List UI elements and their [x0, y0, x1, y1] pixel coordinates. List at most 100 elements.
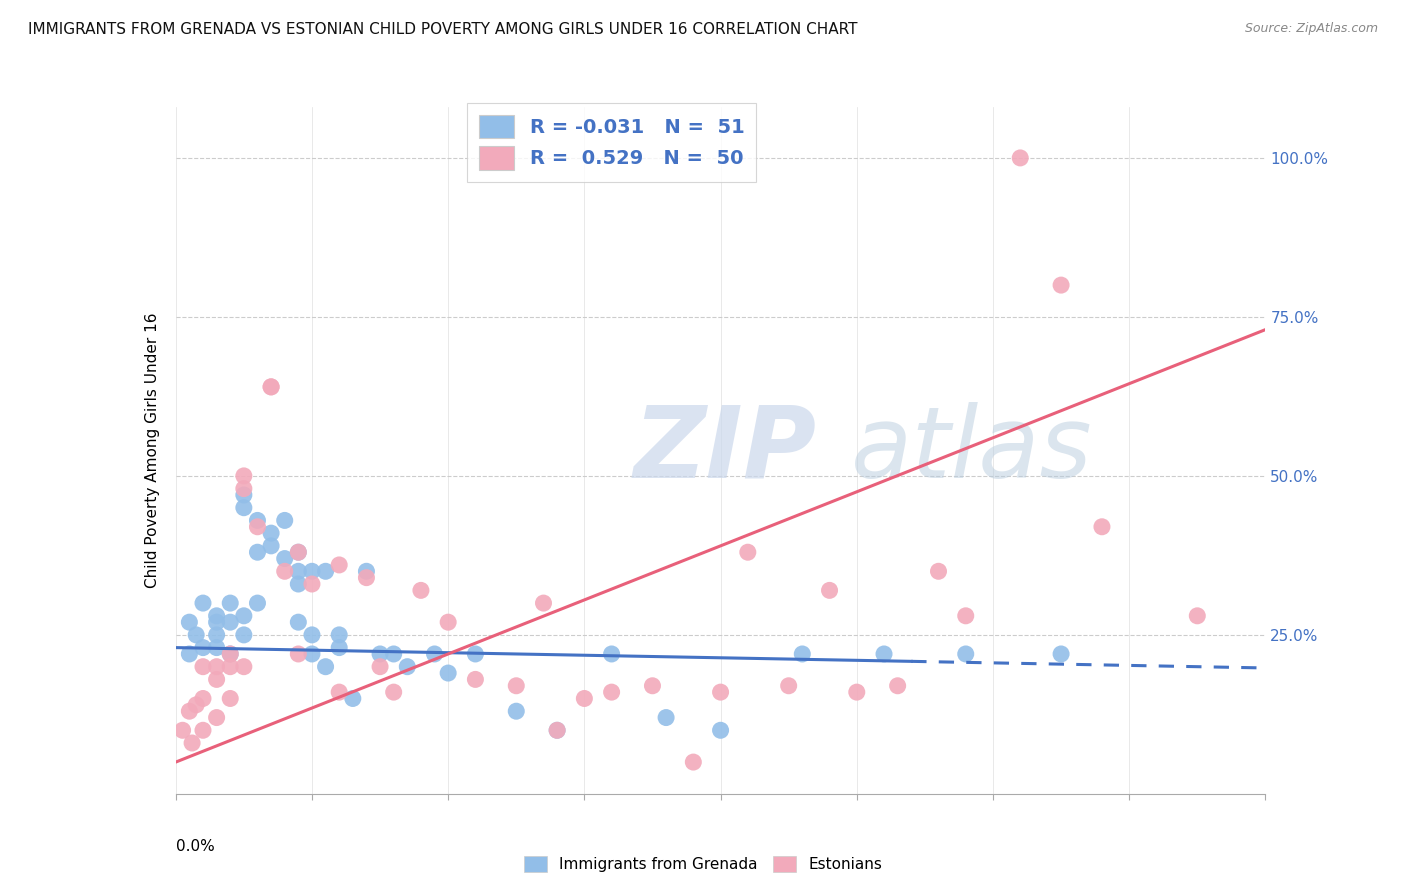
Point	[246, 545, 269, 559]
Point	[191, 691, 214, 706]
Point	[232, 482, 254, 496]
Point	[191, 596, 214, 610]
Point	[287, 615, 309, 630]
Point	[533, 596, 555, 610]
Point	[274, 513, 297, 527]
Point	[955, 608, 977, 623]
Point	[287, 647, 309, 661]
Point	[574, 691, 596, 706]
Point	[955, 647, 977, 661]
Point	[181, 736, 204, 750]
Point	[437, 666, 460, 681]
Point	[382, 685, 405, 699]
Point	[287, 545, 309, 559]
Point	[205, 659, 228, 673]
Point	[546, 723, 568, 738]
Point	[655, 710, 678, 724]
Point	[205, 615, 228, 630]
Point	[328, 628, 350, 642]
Point	[682, 755, 704, 769]
Point	[260, 526, 283, 541]
Point	[246, 596, 269, 610]
Point	[191, 659, 214, 673]
Text: ZIP: ZIP	[633, 402, 817, 499]
Point	[232, 488, 254, 502]
Point	[205, 628, 228, 642]
Point	[287, 545, 309, 559]
Point	[179, 704, 201, 718]
Point	[301, 647, 323, 661]
Point	[179, 615, 201, 630]
Point	[232, 608, 254, 623]
Point	[232, 628, 254, 642]
Point	[219, 615, 242, 630]
Point	[205, 640, 228, 655]
Text: 0.0%: 0.0%	[176, 838, 215, 854]
Point	[737, 545, 759, 559]
Point	[600, 647, 623, 661]
Text: IMMIGRANTS FROM GRENADA VS ESTONIAN CHILD POVERTY AMONG GIRLS UNDER 16 CORRELATI: IMMIGRANTS FROM GRENADA VS ESTONIAN CHIL…	[28, 22, 858, 37]
Point	[246, 513, 269, 527]
Point	[886, 679, 908, 693]
Point	[260, 539, 283, 553]
Point	[315, 659, 337, 673]
Point	[1187, 608, 1209, 623]
Point	[1050, 647, 1073, 661]
Point	[260, 380, 283, 394]
Legend: Immigrants from Grenada, Estonians: Immigrants from Grenada, Estonians	[516, 848, 890, 880]
Point	[315, 564, 337, 578]
Point	[205, 710, 228, 724]
Point	[191, 640, 214, 655]
Point	[423, 647, 446, 661]
Point	[301, 577, 323, 591]
Point	[205, 673, 228, 687]
Point	[710, 723, 733, 738]
Point	[287, 564, 309, 578]
Point	[186, 698, 208, 712]
Point	[464, 647, 486, 661]
Point	[232, 469, 254, 483]
Point	[328, 685, 350, 699]
Point	[710, 685, 733, 699]
Point	[260, 380, 283, 394]
Point	[382, 647, 405, 661]
Point	[778, 679, 800, 693]
Point	[219, 691, 242, 706]
Legend: R = -0.031   N =  51, R =  0.529   N =  50: R = -0.031 N = 51, R = 0.529 N = 50	[467, 103, 756, 182]
Point	[232, 659, 254, 673]
Y-axis label: Child Poverty Among Girls Under 16: Child Poverty Among Girls Under 16	[145, 313, 160, 588]
Point	[437, 615, 460, 630]
Point	[179, 647, 201, 661]
Point	[274, 551, 297, 566]
Point	[301, 628, 323, 642]
Point	[328, 558, 350, 572]
Point	[356, 564, 378, 578]
Point	[792, 647, 814, 661]
Point	[342, 691, 364, 706]
Point	[301, 564, 323, 578]
Point	[505, 704, 527, 718]
Point	[191, 723, 214, 738]
Point	[219, 596, 242, 610]
Point	[246, 520, 269, 534]
Text: Source: ZipAtlas.com: Source: ZipAtlas.com	[1244, 22, 1378, 36]
Text: atlas: atlas	[852, 402, 1092, 499]
Point	[328, 640, 350, 655]
Point	[356, 571, 378, 585]
Point	[641, 679, 664, 693]
Point	[274, 564, 297, 578]
Point	[368, 647, 391, 661]
Point	[219, 659, 242, 673]
Point	[287, 577, 309, 591]
Point	[845, 685, 868, 699]
Point	[546, 723, 568, 738]
Point	[1010, 151, 1032, 165]
Point	[928, 564, 950, 578]
Point	[409, 583, 432, 598]
Point	[232, 500, 254, 515]
Point	[219, 647, 242, 661]
Point	[368, 659, 391, 673]
Point	[205, 608, 228, 623]
Point	[505, 679, 527, 693]
Point	[873, 647, 896, 661]
